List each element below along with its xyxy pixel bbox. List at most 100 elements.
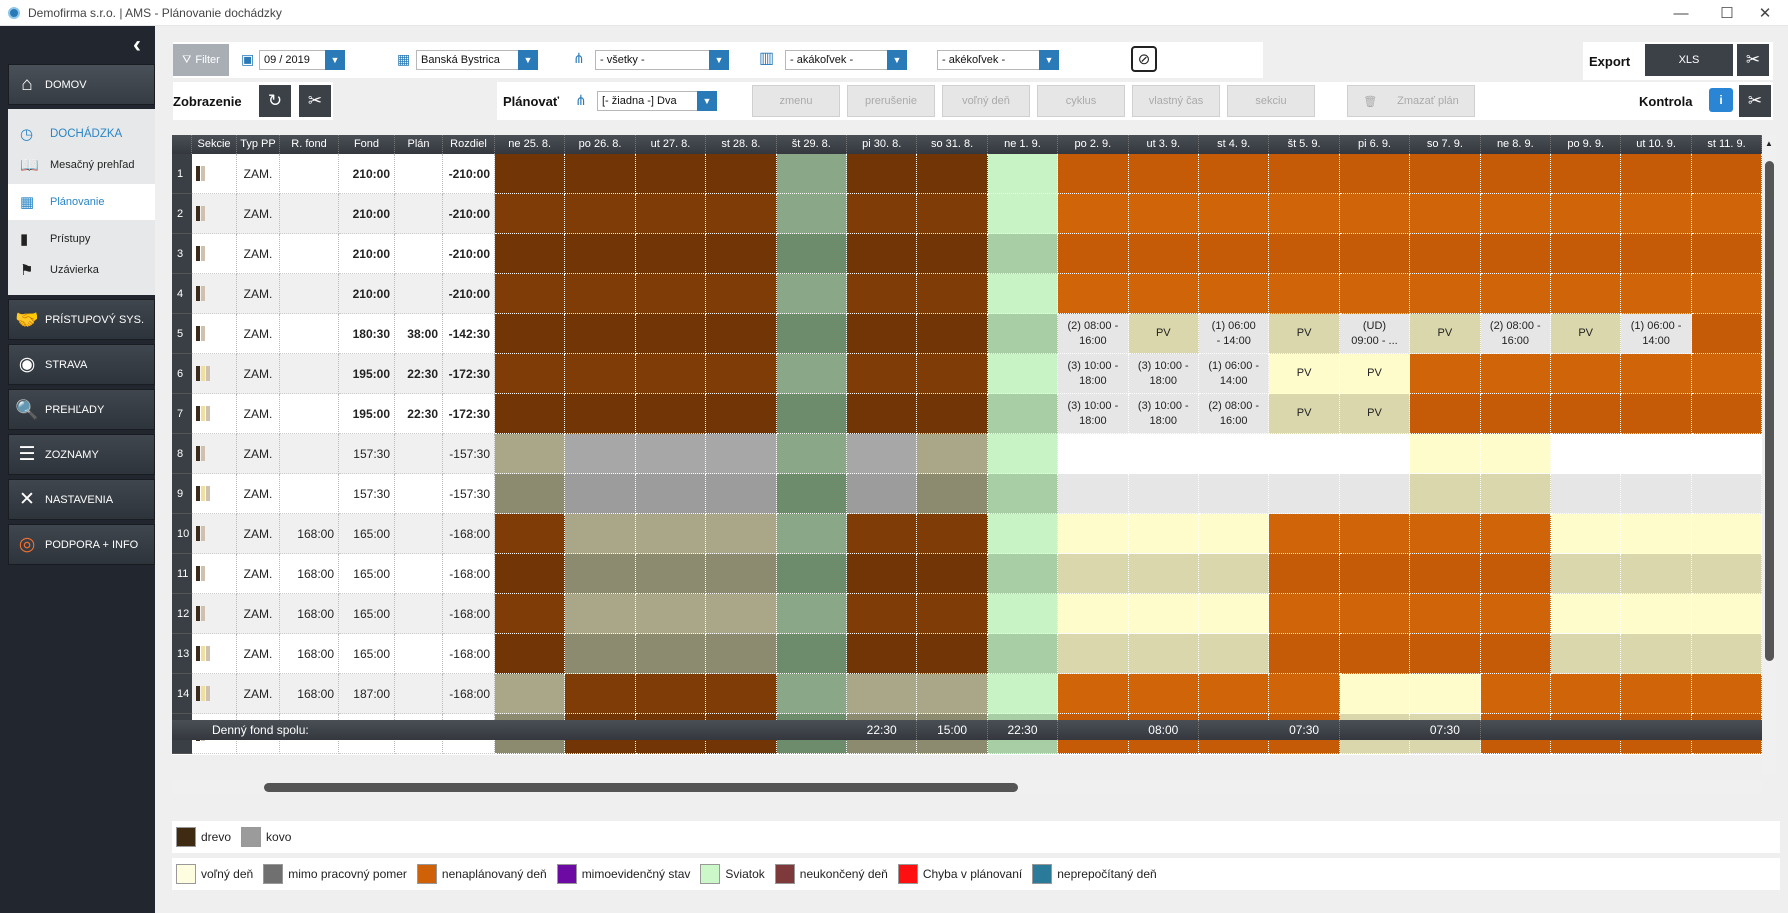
day-cell[interactable] — [565, 274, 636, 314]
day-cell[interactable] — [1621, 234, 1692, 274]
filter-button[interactable]: ⛛ Filter — [173, 44, 229, 76]
day-cell[interactable] — [1128, 594, 1199, 634]
day-cell[interactable] — [776, 314, 847, 354]
day-cell[interactable] — [495, 554, 566, 594]
day-cell[interactable] — [1551, 674, 1622, 714]
day-cell[interactable] — [1199, 434, 1270, 474]
horizontal-scrollbar[interactable] — [172, 780, 1762, 794]
day-cell[interactable] — [1691, 194, 1762, 234]
day-cell[interactable] — [1269, 194, 1340, 234]
sidebar-item-settings[interactable]: ✕ NASTAVENIA — [8, 479, 155, 520]
day-cell[interactable] — [1269, 234, 1340, 274]
plan-cycle-button[interactable]: cyklus — [1037, 85, 1125, 117]
day-cell[interactable] — [1269, 634, 1340, 674]
day-cell[interactable] — [1621, 554, 1692, 594]
month-select[interactable]: 09 / 2019 ▼ — [259, 50, 345, 70]
day-cell[interactable] — [917, 194, 988, 234]
day-cell[interactable]: (UD) 09:00 - ... — [1339, 314, 1411, 354]
day-cell[interactable] — [1551, 474, 1622, 514]
day-cell[interactable]: PV — [1128, 314, 1199, 354]
day-cell[interactable] — [847, 594, 918, 634]
day-cell[interactable] — [1410, 394, 1481, 434]
plan-custom-time-button[interactable]: vlastný čas — [1132, 85, 1220, 117]
day-cell[interactable] — [917, 594, 988, 634]
day-cell[interactable] — [565, 514, 636, 554]
day-cell[interactable] — [1551, 394, 1622, 434]
info-button[interactable]: i — [1709, 88, 1733, 112]
day-cell[interactable] — [565, 234, 636, 274]
day-cell[interactable] — [635, 274, 707, 314]
day-cell[interactable] — [776, 474, 847, 514]
day-cell[interactable] — [776, 274, 847, 314]
plan-section-button[interactable]: sekciu — [1227, 85, 1315, 117]
day-cell[interactable] — [706, 354, 777, 394]
day-cell[interactable] — [847, 394, 918, 434]
day-cell[interactable] — [1128, 474, 1199, 514]
day-cell[interactable] — [495, 594, 566, 634]
day-header[interactable]: pi 30. 8. — [847, 135, 918, 154]
day-cell[interactable] — [776, 394, 847, 434]
day-cell[interactable] — [1480, 354, 1551, 394]
day-cell[interactable] — [1339, 434, 1411, 474]
day-cell[interactable] — [495, 154, 566, 194]
day-cell[interactable] — [1551, 274, 1622, 314]
day-cell[interactable] — [847, 434, 918, 474]
sidebar-item-attendance[interactable]: ◷ DOCHÁDZKA — [8, 122, 155, 146]
day-cell[interactable] — [565, 554, 636, 594]
day-cell[interactable] — [1128, 234, 1199, 274]
day-cell[interactable] — [565, 394, 636, 434]
day-cell[interactable] — [635, 234, 707, 274]
sidebar-item-home[interactable]: ⌂ DOMOV — [8, 64, 155, 105]
day-cell[interactable] — [706, 594, 777, 634]
day-cell[interactable] — [495, 634, 566, 674]
day-cell[interactable] — [987, 634, 1059, 674]
day-cell[interactable] — [1269, 154, 1340, 194]
day-cell[interactable] — [847, 154, 918, 194]
day-cell[interactable] — [1551, 634, 1622, 674]
day-cell[interactable] — [1128, 434, 1199, 474]
plan-day-off-button[interactable]: voľný deň — [942, 85, 1030, 117]
day-header[interactable]: po 2. 9. — [1058, 135, 1129, 154]
day-cell[interactable] — [1128, 634, 1199, 674]
day-cell[interactable] — [706, 674, 777, 714]
day-cell[interactable] — [635, 394, 707, 434]
day-cell[interactable] — [706, 234, 777, 274]
day-cell[interactable] — [1199, 674, 1270, 714]
day-cell[interactable] — [1551, 194, 1622, 234]
day-cell[interactable] — [1339, 674, 1411, 714]
collapse-sidebar-icon[interactable]: ‹ — [133, 31, 141, 58]
day-cell[interactable] — [776, 154, 847, 194]
day-header[interactable]: ut 27. 8. — [635, 135, 707, 154]
plan-interruption-button[interactable]: prerušenie — [847, 85, 935, 117]
day-cell[interactable] — [1551, 154, 1622, 194]
day-header[interactable]: po 9. 9. — [1551, 135, 1622, 154]
day-cell[interactable]: (1) 06:00 - 14:00 — [1621, 314, 1692, 354]
day-cell[interactable] — [987, 514, 1059, 554]
day-header[interactable]: st 11. 9. — [1691, 135, 1762, 154]
day-cell[interactable] — [987, 674, 1059, 714]
day-cell[interactable] — [917, 234, 988, 274]
group-select[interactable]: - všetky - ▼ — [595, 50, 729, 70]
day-cell[interactable] — [565, 634, 636, 674]
day-cell[interactable] — [847, 354, 918, 394]
day-cell[interactable] — [1480, 434, 1551, 474]
day-cell[interactable] — [1199, 554, 1270, 594]
day-cell[interactable] — [1621, 194, 1692, 234]
day-cell[interactable] — [495, 514, 566, 554]
day-cell[interactable] — [495, 354, 566, 394]
day-cell[interactable] — [917, 274, 988, 314]
day-cell[interactable] — [776, 594, 847, 634]
day-cell[interactable] — [706, 154, 777, 194]
day-cell[interactable] — [1339, 474, 1411, 514]
day-cell[interactable] — [1058, 554, 1129, 594]
day-cell[interactable] — [1128, 674, 1199, 714]
day-header[interactable]: po 26. 8. — [565, 135, 636, 154]
day-cell[interactable] — [1058, 634, 1129, 674]
day-cell[interactable] — [987, 154, 1059, 194]
day-header[interactable]: st 4. 9. — [1199, 135, 1270, 154]
day-header[interactable]: ne 1. 9. — [987, 135, 1059, 154]
day-cell[interactable] — [917, 514, 988, 554]
day-cell[interactable]: (1) 06:00 - 14:00 — [1199, 314, 1270, 354]
day-cell[interactable] — [1058, 594, 1129, 634]
day-cell[interactable] — [565, 674, 636, 714]
